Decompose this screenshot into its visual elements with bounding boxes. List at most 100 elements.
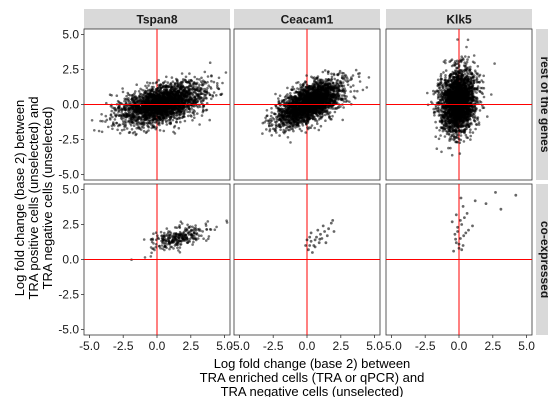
data-point (125, 101, 128, 104)
data-point (165, 76, 168, 79)
data-point (278, 134, 281, 137)
data-point (327, 113, 330, 116)
data-point (156, 81, 159, 84)
data-point (340, 82, 343, 85)
data-point (216, 84, 219, 87)
data-point (131, 106, 134, 109)
data-point (342, 106, 345, 109)
data-point (264, 117, 267, 120)
data-point (165, 92, 168, 95)
data-point (212, 95, 215, 98)
facet-label-co-expressed: co-expressed (538, 221, 548, 298)
data-point (313, 127, 316, 130)
data-point (167, 81, 170, 84)
data-point (275, 131, 278, 134)
data-point (202, 111, 205, 114)
data-point (144, 85, 147, 88)
data-point (165, 117, 168, 120)
data-point (353, 90, 356, 93)
data-point (208, 119, 211, 122)
data-point (177, 86, 180, 89)
data-point (341, 75, 344, 78)
data-point (352, 74, 355, 77)
data-point (335, 82, 338, 85)
data-point (146, 118, 149, 121)
data-point (135, 83, 138, 86)
data-point (205, 97, 208, 100)
data-point (131, 121, 134, 124)
data-point (160, 83, 163, 86)
data-point (193, 76, 196, 79)
data-point (317, 75, 320, 78)
data-point (194, 92, 197, 95)
data-point (171, 76, 174, 79)
data-point (177, 117, 180, 120)
data-point (176, 107, 179, 110)
data-point (162, 95, 165, 98)
data-point (101, 131, 104, 134)
data-point (145, 132, 148, 135)
data-point (296, 101, 299, 104)
data-point (169, 122, 172, 125)
data-point (275, 106, 278, 109)
data-point (137, 124, 140, 127)
data-point (342, 72, 345, 75)
data-point (193, 88, 196, 91)
data-point (173, 109, 176, 112)
data-point (268, 130, 271, 133)
data-point (147, 125, 150, 128)
data-point (120, 111, 123, 114)
data-point (272, 128, 275, 131)
data-point (197, 96, 200, 99)
data-point (150, 107, 153, 110)
data-point (201, 82, 204, 85)
data-point (310, 126, 313, 129)
data-point (121, 118, 124, 121)
data-point (135, 98, 138, 101)
data-point (316, 122, 319, 125)
data-point (201, 84, 204, 87)
data-point (334, 111, 337, 114)
data-point (171, 86, 174, 89)
data-point (143, 90, 146, 93)
data-point (104, 120, 107, 123)
data-point (173, 112, 176, 115)
data-point (338, 98, 341, 101)
data-point (342, 89, 345, 92)
data-point (162, 106, 165, 109)
data-point (109, 117, 112, 120)
data-point (331, 115, 334, 118)
data-point (313, 85, 316, 88)
data-point (270, 134, 273, 137)
data-point (181, 102, 184, 105)
data-point (188, 72, 191, 75)
data-point (301, 121, 304, 124)
data-point (355, 69, 358, 72)
data-point (335, 85, 338, 88)
data-point (140, 113, 143, 116)
data-point (179, 121, 182, 124)
data-point (133, 117, 136, 120)
data-point (178, 127, 181, 130)
data-point (270, 115, 273, 118)
data-point (118, 105, 121, 108)
data-point (188, 88, 191, 91)
data-point (129, 131, 132, 134)
data-point (302, 85, 305, 88)
data-point (270, 111, 273, 114)
facet-label-klk5: Klk5 (446, 13, 472, 27)
data-point (205, 92, 208, 95)
data-point (165, 121, 168, 124)
data-point (306, 126, 309, 129)
data-point (332, 82, 335, 85)
data-point (306, 88, 309, 91)
data-point (152, 102, 155, 105)
data-point (287, 136, 290, 139)
data-point (329, 111, 332, 114)
data-point (310, 76, 313, 79)
data-point (296, 87, 299, 90)
data-point (338, 89, 341, 92)
data-point (133, 124, 136, 127)
data-point (151, 88, 154, 91)
data-point (320, 117, 323, 120)
